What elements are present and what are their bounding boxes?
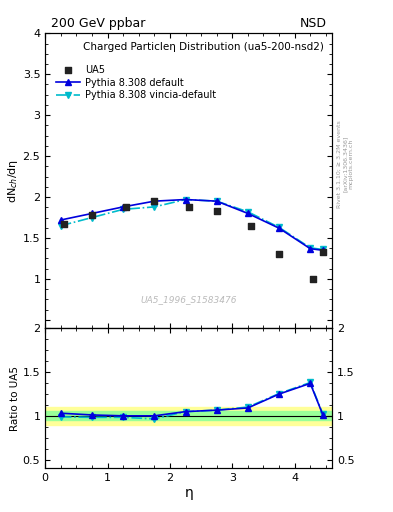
Y-axis label: dN$_{ch}$/dη: dN$_{ch}$/dη	[6, 159, 20, 203]
Text: mcplots.cern.ch: mcplots.cern.ch	[348, 139, 353, 189]
Y-axis label: Ratio to UA5: Ratio to UA5	[10, 366, 20, 431]
UA5	[123, 203, 129, 211]
Pythia 8.308 vincia-default	[246, 209, 250, 215]
Legend: UA5, Pythia 8.308 default, Pythia 8.308 vincia-default: UA5, Pythia 8.308 default, Pythia 8.308 …	[53, 62, 219, 103]
Pythia 8.308 default	[308, 246, 312, 252]
UA5	[248, 222, 254, 230]
Line: Pythia 8.308 vincia-default: Pythia 8.308 vincia-default	[58, 197, 325, 252]
UA5	[89, 211, 95, 219]
Pythia 8.308 vincia-default	[183, 197, 188, 203]
UA5	[185, 203, 192, 211]
Pythia 8.308 vincia-default	[152, 204, 157, 210]
Pythia 8.308 vincia-default	[277, 224, 281, 230]
Bar	[45, 407, 332, 424]
UA5	[276, 250, 282, 259]
Pythia 8.308 default	[277, 225, 281, 231]
Bar	[45, 412, 332, 420]
Pythia 8.308 vincia-default	[90, 215, 94, 221]
Pythia 8.308 default	[183, 197, 188, 203]
Pythia 8.308 vincia-default	[121, 206, 125, 212]
Pythia 8.308 vincia-default	[59, 223, 63, 229]
UA5	[61, 220, 67, 228]
X-axis label: η: η	[184, 486, 193, 500]
UA5	[320, 248, 326, 256]
UA5	[151, 197, 158, 205]
UA5	[213, 207, 220, 215]
Pythia 8.308 default	[121, 204, 125, 210]
Pythia 8.308 default	[59, 217, 63, 223]
Pythia 8.308 vincia-default	[308, 245, 312, 251]
Pythia 8.308 default	[152, 198, 157, 204]
Line: Pythia 8.308 default: Pythia 8.308 default	[58, 197, 325, 253]
Text: UA5_1996_S1583476: UA5_1996_S1583476	[140, 295, 237, 305]
Text: [arXiv:1306.3436]: [arXiv:1306.3436]	[343, 136, 348, 192]
Text: Rivet 3.1.10; ≥ 3.2M events: Rivet 3.1.10; ≥ 3.2M events	[337, 120, 342, 208]
UA5	[310, 275, 316, 283]
Text: NSD: NSD	[299, 17, 326, 30]
Pythia 8.308 vincia-default	[214, 198, 219, 204]
Text: Charged Particleη Distribution (ua5-200-nsd2): Charged Particleη Distribution (ua5-200-…	[83, 42, 323, 52]
Pythia 8.308 default	[214, 198, 219, 204]
Pythia 8.308 default	[246, 210, 250, 217]
Text: 200 GeV ppbar: 200 GeV ppbar	[51, 17, 145, 30]
Pythia 8.308 default	[320, 247, 325, 253]
Pythia 8.308 default	[90, 210, 94, 217]
Pythia 8.308 vincia-default	[320, 246, 325, 252]
